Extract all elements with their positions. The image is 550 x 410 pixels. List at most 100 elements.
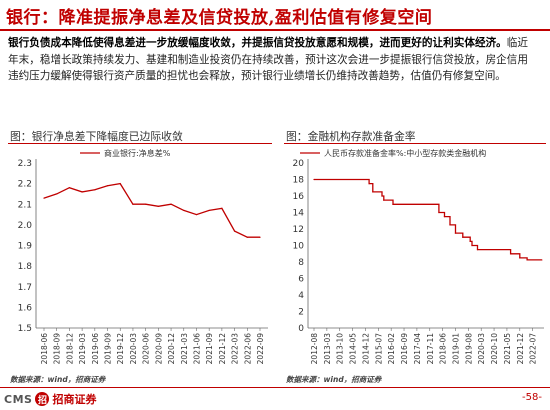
- left-data-point: [195, 213, 198, 216]
- right-x-tick-label: 2017-11: [426, 333, 435, 365]
- right-y-tick-label: 6: [298, 275, 304, 285]
- right-x-tick-label: 2020-10: [490, 333, 499, 365]
- right-data-point: [471, 244, 473, 247]
- left-data-point: [221, 207, 223, 209]
- left-chart-svg: 商业银行:净息差% 1.5 1.6 1.7 1.8 1.9 2.0 2.1 2.2 2.3 201…: [18, 148, 268, 365]
- right-x-tick-label: 2013-03: [323, 333, 332, 365]
- left-y-tick-label: 2.3: [18, 159, 32, 169]
- right-chart-legend: 人民币存款准备金率%:中小型存款类金融机构: [300, 148, 486, 158]
- right-source: 数据来源：wind，招商证券: [286, 375, 382, 384]
- right-y-tick-label: 18: [293, 176, 305, 186]
- right-data-point: [510, 253, 512, 255]
- left-data-point: [132, 203, 134, 205]
- left-x-tick-label: 2019-03: [78, 333, 87, 365]
- right-data-point: [381, 195, 383, 197]
- left-chart-rule: [8, 143, 272, 144]
- left-x-tick-label: 2019-06: [91, 333, 100, 365]
- right-x-tick-label: 2014-12: [361, 333, 370, 365]
- left-data-point: [94, 189, 96, 191]
- left-data-point: [106, 185, 109, 187]
- footer-divider: [0, 387, 550, 388]
- left-data-point: [43, 197, 45, 199]
- right-data-point: [476, 249, 479, 251]
- left-x-tick-label: 2019-09: [104, 333, 113, 365]
- right-x-tick-label: 2019-01: [451, 333, 460, 365]
- left-x-tick-label: 2020-12: [167, 333, 176, 365]
- right-data-point: [454, 232, 457, 234]
- left-legend-label: 商业银行:净息差%: [104, 148, 171, 158]
- left-data-point: [259, 236, 261, 238]
- logo-cms-text: CMS: [4, 392, 33, 406]
- left-chart-title: 图：银行净息差下降幅度已边际收敛: [10, 130, 183, 143]
- left-y-tick-label: 1.6: [18, 303, 33, 313]
- slide-title: 银行：降准提振净息差及信贷投放,盈利估值有修复空间: [6, 8, 433, 28]
- left-x-tick-label: 2020-03: [129, 333, 138, 365]
- right-x-tick-label: 2016-02: [387, 333, 396, 365]
- right-data-point: [368, 183, 370, 185]
- right-data-point: [438, 211, 440, 214]
- left-x-tick-label: 2022-06: [243, 333, 252, 365]
- right-y-tick-label: 12: [293, 225, 304, 235]
- right-x-tick-label: 2022-07: [529, 333, 538, 365]
- left-y-tick-label: 1.8: [18, 262, 33, 272]
- right-data-point: [383, 199, 385, 201]
- right-series-line: [314, 178, 542, 261]
- left-data-point: [246, 236, 248, 238]
- left-x-tick-label: 2018-12: [65, 333, 74, 365]
- right-x-tick-label: 2021-05: [503, 333, 512, 365]
- left-x-tick-label: 2018-09: [53, 333, 62, 365]
- left-source: 数据来源：wind，招商证券: [10, 375, 106, 384]
- right-x-tick-label: 2013-10: [336, 333, 345, 365]
- right-data-point: [469, 240, 471, 242]
- left-y-tick-label: 1.5: [18, 324, 32, 334]
- left-data-point: [233, 230, 236, 232]
- left-y-tick-label: 2.2: [18, 180, 32, 190]
- left-x-tick-label: 2020-06: [142, 333, 151, 365]
- right-y-tick-label: 8: [298, 258, 304, 268]
- page-number: -58-: [522, 392, 542, 403]
- right-x-tick-label: 2015-07: [374, 333, 383, 365]
- logo-mark-icon: 招: [35, 392, 50, 406]
- left-chart-legend: 商业银行:净息差%: [80, 148, 171, 158]
- right-y-tick-label: 16: [293, 192, 305, 202]
- right-data-point: [372, 191, 374, 193]
- body-bold-text: 银行负债成本降低使得息差进一步放缓幅度收敛，并提振信贷投放意愿和规模，进而更好的…: [8, 37, 507, 49]
- left-x-tick-label: 2019-12: [116, 333, 125, 365]
- right-y-tick-label: 4: [298, 291, 304, 301]
- left-x-tick-label: 2021-06: [192, 333, 201, 365]
- left-data-point: [208, 209, 210, 212]
- left-x-tick-label: 2021-03: [180, 333, 189, 365]
- right-x-tick-label: 2014-05: [349, 333, 358, 365]
- right-data-point: [526, 259, 528, 261]
- left-x-tick-label: 2018-06: [40, 333, 49, 365]
- left-y-tick-label: 1.9: [18, 242, 33, 252]
- right-x-tick-label: 2018-06: [439, 333, 448, 365]
- right-data-point: [449, 224, 451, 226]
- right-x-tick-label: 2017-04: [413, 333, 422, 365]
- left-y-tick-label: 1.7: [18, 283, 32, 293]
- right-data-point: [519, 257, 521, 259]
- left-data-point: [183, 209, 185, 212]
- right-x-tick-label: 2016-09: [400, 333, 409, 365]
- left-data-point: [145, 203, 147, 205]
- right-data-point: [392, 203, 394, 205]
- left-x-tick-label: 2022-03: [231, 333, 240, 365]
- body-paragraph: 银行负债成本降低使得息差进一步放缓幅度收敛，并提振信贷投放意愿和规模，进而更好的…: [8, 35, 528, 85]
- left-data-point: [68, 187, 71, 189]
- logo: CMS 招 招商证券: [4, 391, 96, 407]
- left-data-point: [119, 183, 121, 185]
- right-x-tick-label: 2012-08: [310, 333, 319, 365]
- right-y-tick-label: 10: [293, 242, 305, 252]
- right-x-tick-label: 2020-03: [477, 333, 486, 365]
- body-rest-text: 临近年末，稳增长政策持续发力、基建和制造业投资仍在持续改善，预计这次会进一步提振…: [8, 37, 529, 82]
- right-data-point: [313, 178, 315, 181]
- right-y-tick-label: 2: [298, 308, 304, 318]
- left-y-tick-label: 2.1: [18, 200, 32, 210]
- right-data-point: [443, 216, 446, 218]
- right-y-tick-label: 20: [293, 159, 305, 169]
- left-data-point: [56, 193, 58, 195]
- left-data-point: [81, 191, 83, 193]
- title-divider: [0, 29, 550, 31]
- right-chart-rule: [284, 143, 546, 144]
- right-x-tick-label: 2021-12: [516, 333, 525, 365]
